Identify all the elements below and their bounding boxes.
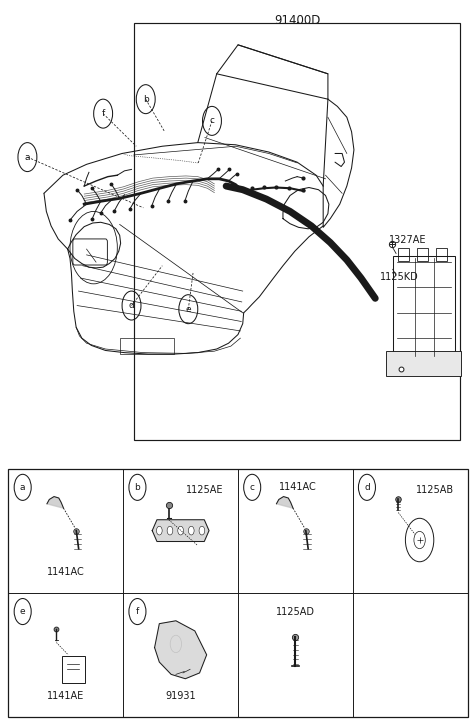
Text: a: a (25, 153, 30, 161)
Text: a: a (20, 483, 25, 492)
Text: e: e (20, 607, 26, 616)
Text: 1125AB: 1125AB (416, 485, 454, 495)
Text: d: d (364, 483, 370, 492)
Circle shape (199, 526, 205, 535)
Text: 91400D: 91400D (274, 15, 320, 28)
Bar (398, 248, 409, 261)
Text: 1141AC: 1141AC (47, 567, 85, 577)
Polygon shape (155, 621, 207, 679)
Bar (417, 248, 428, 261)
Text: 91931: 91931 (165, 691, 196, 701)
Text: f: f (101, 109, 105, 119)
Text: f: f (136, 607, 139, 616)
Circle shape (170, 635, 181, 653)
Text: c: c (209, 116, 215, 125)
Text: b: b (143, 95, 149, 104)
Polygon shape (152, 520, 209, 542)
Circle shape (157, 526, 162, 535)
Text: b: b (135, 483, 140, 492)
Bar (134, 23, 460, 440)
Bar (119, 338, 174, 354)
Text: c: c (250, 483, 255, 492)
Text: 1141AC: 1141AC (279, 482, 317, 492)
Text: 1125KD: 1125KD (380, 272, 419, 281)
Text: 1327AE: 1327AE (389, 236, 427, 246)
Text: 1141AE: 1141AE (47, 691, 85, 701)
Circle shape (167, 526, 173, 535)
Text: e: e (186, 305, 191, 313)
Polygon shape (277, 497, 293, 508)
Text: 1125AD: 1125AD (276, 606, 315, 616)
Bar (9, 468, 467, 717)
Text: d: d (129, 301, 134, 310)
Text: 1125AE: 1125AE (187, 485, 224, 495)
Bar (436, 248, 447, 261)
Polygon shape (47, 497, 63, 508)
Circle shape (188, 526, 194, 535)
FancyBboxPatch shape (386, 351, 461, 376)
Circle shape (178, 526, 183, 535)
